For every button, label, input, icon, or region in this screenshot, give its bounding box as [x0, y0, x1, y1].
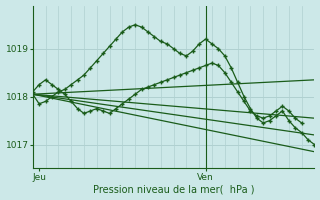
X-axis label: Pression niveau de la mer(  hPa ): Pression niveau de la mer( hPa ) — [93, 184, 254, 194]
